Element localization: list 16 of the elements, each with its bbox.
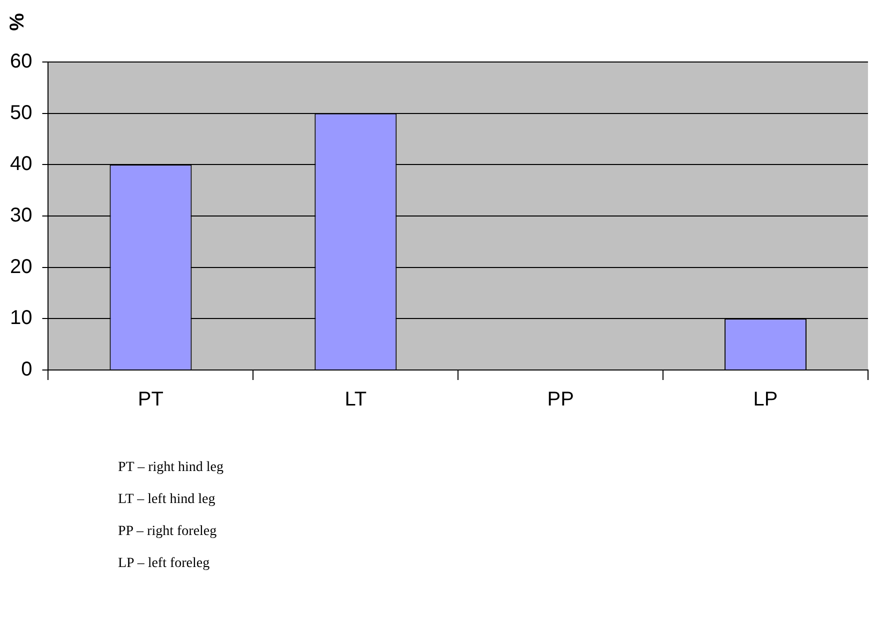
x-tick-label: PP (547, 388, 574, 411)
y-tick-label: 40 (10, 153, 32, 176)
y-tick-label: 10 (10, 307, 32, 330)
text: PT – right hind leg (118, 459, 224, 477)
y-tick-label: 30 (10, 204, 32, 227)
y-tick-label: 50 (10, 102, 32, 124)
text: LP – left foreleg (118, 555, 211, 573)
x-tick-label: LT (344, 388, 367, 411)
text: LT – left hind leg (118, 491, 216, 509)
text: PP – right foreleg (118, 523, 218, 541)
x-tick-label: PT (138, 388, 164, 411)
y-tick-label: 60 (10, 50, 32, 73)
y-axis-title: % (6, 12, 29, 31)
y-tick-label: 0 (21, 358, 32, 381)
x-tick-label: LP (753, 388, 778, 411)
y-tick-label: 20 (10, 256, 32, 278)
